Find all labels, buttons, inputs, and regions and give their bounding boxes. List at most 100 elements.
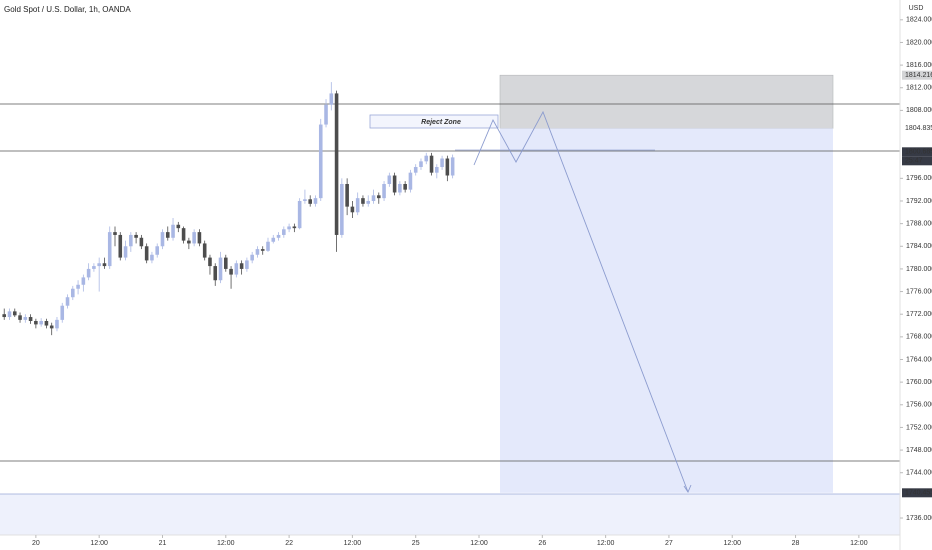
candle-body bbox=[39, 321, 43, 325]
candle-body bbox=[113, 232, 117, 235]
stop-zone bbox=[499, 74, 834, 129]
candle-body bbox=[44, 321, 49, 326]
entry-price-label-box bbox=[902, 123, 932, 133]
y-tick-label: 1760.000 bbox=[906, 379, 932, 386]
candle-body bbox=[202, 243, 207, 258]
candle-body bbox=[76, 284, 80, 289]
x-tick-label: 12:00 bbox=[217, 540, 235, 547]
x-tick-label: 21 bbox=[159, 540, 167, 547]
last-price-label-box bbox=[902, 147, 932, 157]
candle-body bbox=[18, 315, 22, 320]
x-tick-label: 12:00 bbox=[723, 540, 741, 547]
y-tick-label: 1808.000 bbox=[906, 107, 932, 114]
candle-body bbox=[287, 226, 291, 230]
candle-body bbox=[282, 229, 286, 235]
x-tick-label: 28 bbox=[792, 540, 800, 547]
stop-price-label-box bbox=[902, 70, 932, 80]
candle-body bbox=[334, 93, 339, 235]
candle-body bbox=[350, 206, 355, 213]
candle-body bbox=[234, 263, 239, 275]
candle-body bbox=[355, 198, 360, 213]
candle-body bbox=[413, 167, 418, 173]
x-tick-label: 12:00 bbox=[597, 540, 615, 547]
x-tick-label: 27 bbox=[665, 540, 673, 547]
target-price-label: 1740.453 bbox=[905, 490, 932, 497]
candle-body bbox=[276, 234, 281, 238]
candle-body bbox=[34, 321, 38, 325]
candle-body bbox=[398, 183, 402, 193]
reject-zone bbox=[369, 114, 499, 129]
candle-body bbox=[229, 268, 233, 275]
y-tick-label: 1756.000 bbox=[906, 402, 932, 409]
target-zone bbox=[500, 128, 833, 493]
candle-body bbox=[255, 249, 260, 255]
axis: 1824.000 1820.000 1816.000 1812.000 1808.000… bbox=[32, 17, 932, 547]
candle-body bbox=[429, 155, 434, 173]
candle-body bbox=[28, 317, 33, 321]
candle-body bbox=[65, 297, 70, 306]
candle-body bbox=[150, 254, 154, 261]
candle-body bbox=[297, 200, 302, 229]
candle-body bbox=[134, 234, 138, 238]
candle-body bbox=[102, 263, 107, 267]
candle-body bbox=[97, 263, 101, 267]
x-tick-label: 26 bbox=[538, 540, 546, 547]
candle-body bbox=[450, 157, 455, 176]
y-tick-label: 1776.000 bbox=[906, 288, 932, 295]
candle-body bbox=[408, 172, 413, 190]
candle-body bbox=[144, 246, 149, 261]
candle-body bbox=[192, 232, 196, 244]
candle-body bbox=[266, 241, 270, 251]
candle-body bbox=[107, 232, 112, 267]
candle-body bbox=[250, 254, 254, 261]
candle-body bbox=[424, 155, 429, 162]
y-tick-label: 1788.000 bbox=[906, 220, 932, 227]
candles bbox=[2, 82, 455, 336]
candle-body bbox=[187, 240, 191, 244]
candle-body bbox=[308, 199, 312, 204]
x-tick-label: 12:00 bbox=[470, 540, 488, 547]
candle-body bbox=[435, 167, 439, 173]
candle-body bbox=[92, 266, 96, 269]
x-tick-label: 22 bbox=[285, 540, 293, 547]
candle-body bbox=[371, 195, 376, 201]
reject-zone-label: Reject Zone bbox=[421, 119, 461, 126]
candle-body bbox=[361, 198, 365, 204]
stop-price-label: 1814.216 bbox=[905, 72, 932, 79]
candle-body bbox=[292, 226, 297, 229]
y-tick-label: 1752.000 bbox=[906, 424, 932, 431]
x-tick-label: 20 bbox=[32, 540, 40, 547]
candle-body bbox=[313, 198, 318, 204]
x-tick-label: 25 bbox=[412, 540, 420, 547]
candle-body bbox=[71, 288, 75, 298]
candle-body bbox=[213, 266, 218, 281]
candle-body bbox=[7, 311, 12, 318]
target-price-label-box bbox=[902, 488, 932, 498]
candle-body bbox=[376, 195, 381, 199]
candle-body bbox=[139, 237, 144, 247]
candle-body bbox=[197, 232, 202, 244]
candle-body bbox=[445, 158, 450, 176]
y-tick-label: 1744.000 bbox=[906, 470, 932, 477]
candle-body bbox=[223, 257, 228, 269]
x-tick-label: 12:00 bbox=[344, 540, 362, 547]
candle-body bbox=[23, 317, 28, 320]
candle-body bbox=[165, 232, 170, 238]
candle-body bbox=[55, 319, 59, 329]
y-tick-label: 1768.000 bbox=[906, 334, 932, 341]
candle-body bbox=[171, 224, 175, 238]
y-tick-label: 1820.000 bbox=[906, 39, 932, 46]
y-tick-label: 1824.000 bbox=[906, 17, 932, 24]
chart-title: Gold Spot / U.S. Dollar, 1h, OANDA bbox=[4, 5, 131, 14]
y-tick-label: 1812.000 bbox=[906, 85, 932, 92]
candle-body bbox=[324, 104, 328, 125]
candle-body bbox=[271, 237, 276, 242]
y-tick-label: 1748.000 bbox=[906, 447, 932, 454]
candle-body bbox=[176, 224, 181, 229]
candle-body bbox=[123, 246, 128, 258]
candle-body bbox=[260, 249, 265, 251]
candle-body bbox=[60, 305, 65, 320]
candle-body bbox=[387, 175, 392, 184]
